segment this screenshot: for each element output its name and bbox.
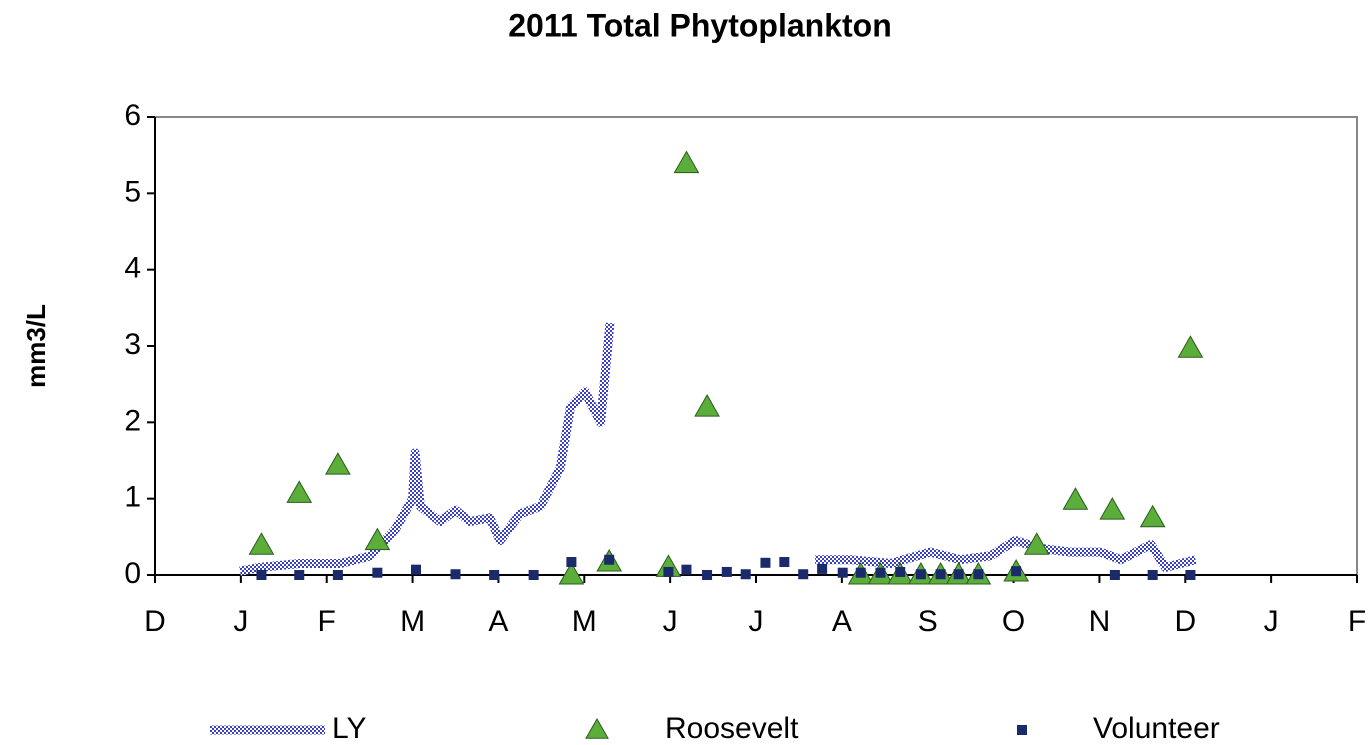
triangle-marker xyxy=(1023,532,1050,555)
x-tick-label: F xyxy=(1348,605,1366,638)
square-marker xyxy=(681,564,692,575)
y-tick-label: 0 xyxy=(124,557,141,590)
ly-line xyxy=(239,322,1197,576)
square-marker xyxy=(740,569,751,580)
chart-title: 2011 Total Phytoplankton xyxy=(508,7,891,43)
square-marker xyxy=(450,569,461,580)
x-tick-label: A xyxy=(488,605,508,638)
x-tick-label: J xyxy=(749,605,764,638)
square-marker xyxy=(875,567,886,578)
x-tick-label: N xyxy=(1089,605,1111,638)
x-tick-label: D xyxy=(1174,605,1196,638)
square-marker xyxy=(855,567,866,578)
y-tick-label: 2 xyxy=(124,404,141,437)
square-marker xyxy=(372,567,383,578)
x-tick-label: M xyxy=(400,605,425,638)
x-tick-label: J xyxy=(1264,605,1279,638)
triangle-marker xyxy=(364,527,391,551)
square-marker xyxy=(604,554,615,565)
triangle-marker xyxy=(1062,487,1089,510)
triangle-marker xyxy=(286,480,313,503)
square-marker xyxy=(1185,570,1196,580)
x-tick-label: S xyxy=(918,605,938,638)
legend-swatch xyxy=(585,717,609,739)
triangle-marker xyxy=(673,150,700,174)
square-marker xyxy=(528,570,539,580)
square-marker xyxy=(779,557,790,568)
square-marker xyxy=(817,563,828,574)
square-marker xyxy=(489,570,500,580)
square-marker xyxy=(702,570,713,580)
x-tick-label: M xyxy=(572,605,597,638)
y-tick-label: 5 xyxy=(124,175,141,208)
plot-frame xyxy=(154,116,1358,576)
legend-label: Volunteer xyxy=(1093,712,1220,745)
square-marker xyxy=(294,570,305,580)
square-marker xyxy=(973,569,984,580)
square-marker xyxy=(256,570,267,580)
x-tick-label: F xyxy=(318,605,336,638)
square-marker xyxy=(837,567,848,578)
square-marker xyxy=(798,569,809,580)
square-marker xyxy=(663,566,674,577)
x-tick-label: D xyxy=(144,605,166,638)
square-marker xyxy=(953,569,964,580)
x-tick-label: A xyxy=(832,605,852,638)
square-marker xyxy=(566,557,577,568)
square-marker xyxy=(721,566,732,577)
y-tick-label: 3 xyxy=(124,328,141,361)
triangle-marker xyxy=(1139,504,1166,528)
y-tick-label: 1 xyxy=(124,481,141,514)
legend-swatch xyxy=(1017,725,1027,735)
square-marker xyxy=(1147,570,1158,580)
legend-label: LY xyxy=(332,712,366,745)
triangle-marker xyxy=(325,452,351,475)
triangle-marker xyxy=(558,561,585,585)
square-marker xyxy=(1011,566,1022,577)
square-marker xyxy=(332,570,343,580)
y-axis-label: mm3/L xyxy=(21,304,51,388)
triangle-marker xyxy=(1177,335,1204,358)
triangle-marker xyxy=(248,532,275,555)
square-marker xyxy=(935,569,946,580)
square-marker xyxy=(760,557,771,568)
x-tick-label: J xyxy=(663,605,678,638)
triangle-marker xyxy=(1099,497,1126,520)
square-marker xyxy=(1109,570,1120,580)
x-tick-label: J xyxy=(233,605,248,638)
square-marker xyxy=(915,569,926,580)
square-marker xyxy=(411,564,422,575)
square-marker xyxy=(895,566,906,577)
triangle-marker xyxy=(694,394,720,417)
x-tick-label: O xyxy=(1002,605,1025,638)
y-tick-label: 4 xyxy=(124,252,141,285)
legend-label: Roosevelt xyxy=(665,712,799,745)
y-tick-label: 6 xyxy=(124,99,141,132)
